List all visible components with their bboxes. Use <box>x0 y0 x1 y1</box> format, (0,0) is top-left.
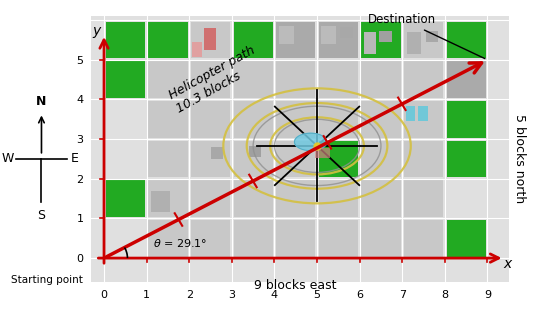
Bar <box>148 22 187 58</box>
Bar <box>364 32 376 54</box>
Bar <box>191 22 230 58</box>
Bar <box>276 141 315 177</box>
Bar <box>321 156 353 161</box>
Bar <box>361 101 400 138</box>
Bar <box>233 22 273 58</box>
Bar <box>233 180 273 217</box>
Bar <box>406 32 421 54</box>
Bar <box>106 62 145 98</box>
Bar <box>319 62 358 98</box>
Bar <box>361 141 400 177</box>
Bar <box>276 220 315 257</box>
Bar <box>191 180 230 217</box>
Bar <box>276 22 315 58</box>
Text: W: W <box>2 152 14 165</box>
Bar <box>319 22 358 58</box>
Bar <box>106 180 145 217</box>
Bar <box>447 220 486 257</box>
Bar <box>192 42 202 57</box>
Bar <box>279 26 294 44</box>
Bar <box>148 180 187 217</box>
Bar <box>233 141 273 177</box>
Text: E: E <box>71 152 79 165</box>
Bar <box>361 180 400 217</box>
Bar <box>319 180 358 217</box>
Bar <box>233 220 273 257</box>
Bar <box>447 101 486 138</box>
Bar <box>148 141 187 177</box>
Bar <box>148 220 187 257</box>
Text: Destination: Destination <box>368 13 485 59</box>
Bar <box>315 148 330 158</box>
Bar <box>404 62 443 98</box>
Bar <box>426 31 437 42</box>
Bar <box>341 27 353 38</box>
Bar <box>148 62 187 98</box>
Bar <box>191 101 230 138</box>
Bar <box>204 28 216 50</box>
Bar <box>379 31 392 42</box>
Bar <box>319 101 358 138</box>
Bar <box>404 22 443 58</box>
Bar <box>276 101 315 138</box>
Bar <box>406 106 415 121</box>
Bar <box>404 180 443 217</box>
Bar <box>361 62 400 98</box>
Text: Starting point: Starting point <box>11 275 83 285</box>
Bar <box>321 146 353 151</box>
Bar <box>106 22 145 58</box>
Bar <box>361 22 400 58</box>
Bar <box>447 141 486 177</box>
Bar <box>233 101 273 138</box>
Text: S: S <box>38 209 45 222</box>
Text: N: N <box>36 95 46 108</box>
Bar <box>191 62 230 98</box>
Bar <box>276 62 315 98</box>
Bar <box>404 101 443 138</box>
Bar <box>319 141 358 177</box>
Bar <box>151 191 170 213</box>
Text: 5 blocks north: 5 blocks north <box>513 114 526 203</box>
Bar <box>321 166 353 171</box>
Bar <box>276 180 315 217</box>
Text: y: y <box>92 24 101 38</box>
Bar <box>404 141 443 177</box>
Bar <box>447 62 486 98</box>
Text: $\theta$ = 29.1°: $\theta$ = 29.1° <box>153 237 207 249</box>
Text: x: x <box>504 257 512 271</box>
Bar <box>148 101 187 138</box>
Bar <box>361 220 400 257</box>
Bar <box>319 220 358 257</box>
Bar <box>191 141 230 177</box>
Bar <box>191 220 230 257</box>
Text: Helicopter path
10.3 blocks: Helicopter path 10.3 blocks <box>167 44 265 115</box>
Bar <box>249 146 261 157</box>
Bar <box>447 22 486 58</box>
Bar <box>419 106 428 121</box>
Bar <box>211 147 223 159</box>
Text: 9 blocks east: 9 blocks east <box>254 279 337 292</box>
Bar <box>404 220 443 257</box>
Polygon shape <box>295 133 327 151</box>
Bar <box>233 62 273 98</box>
Bar <box>321 26 336 44</box>
